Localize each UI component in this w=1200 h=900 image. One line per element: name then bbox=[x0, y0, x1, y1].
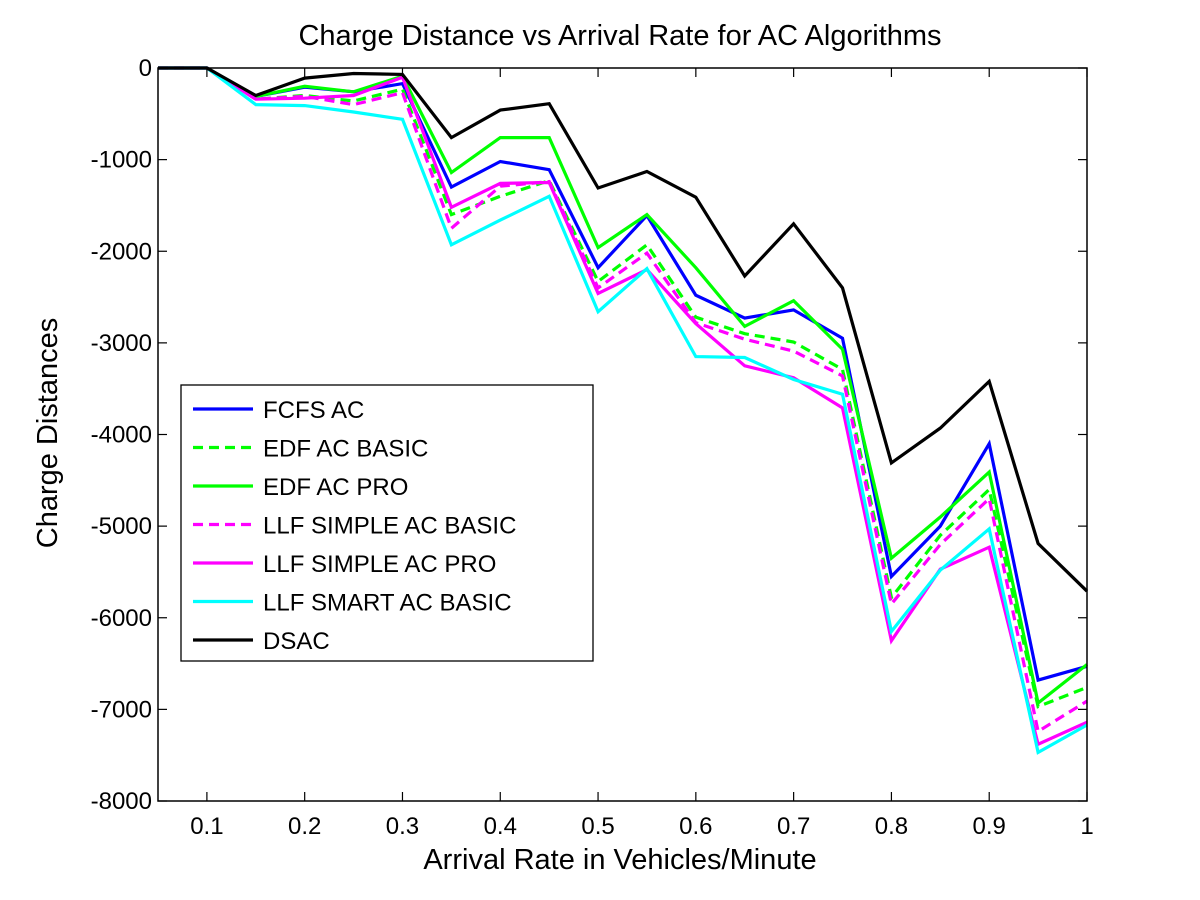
x-tick-label: 0.1 bbox=[190, 813, 223, 840]
plot-area: 0.1 0.2 0.3 0.4 0.5 0.6 0.7 0.8 0.9 1 0 -1000 -2000 -… bbox=[91, 55, 1094, 840]
y-tick-label: -4000 bbox=[91, 422, 152, 449]
x-tick-label: 0.6 bbox=[679, 813, 712, 840]
legend: FCFS AC EDF AC BASIC EDF AC PRO LLF SIMPLE … bbox=[180, 384, 594, 662]
x-tick-label: 0.8 bbox=[875, 813, 908, 840]
legend-label-1: EDF AC BASIC bbox=[263, 436, 428, 463]
y-tick-label: -8000 bbox=[91, 788, 152, 815]
x-tick-label: 1 bbox=[1080, 813, 1093, 840]
y-axis-label: Charge Distances bbox=[32, 318, 64, 549]
legend-label-5: LLF SMART AC BASIC bbox=[263, 590, 512, 617]
x-axis-label: Arrival Rate in Vehicles/Minute bbox=[423, 844, 816, 876]
y-tick-label: -3000 bbox=[91, 330, 152, 357]
y-tick-label: -1000 bbox=[91, 147, 152, 174]
series-line-2 bbox=[158, 66, 1088, 706]
series-line-5 bbox=[158, 66, 1088, 755]
x-tick-label: 0.5 bbox=[581, 813, 614, 840]
legend-label-3: LLF SIMPLE AC BASIC bbox=[263, 513, 516, 540]
legend-label-2: EDF AC PRO bbox=[263, 474, 408, 501]
legend-label-0: FCFS AC bbox=[263, 397, 364, 424]
x-tick-label: 0.7 bbox=[777, 813, 810, 840]
legend-label-6: DSAC bbox=[263, 628, 330, 655]
legend-label-4: LLF SIMPLE AC PRO bbox=[263, 551, 496, 578]
x-tick-label: 0.3 bbox=[386, 813, 419, 840]
y-tick-label: -5000 bbox=[91, 513, 152, 540]
y-tick-label: -6000 bbox=[91, 605, 152, 632]
chart-title: Charge Distance vs Arrival Rate for AC A… bbox=[298, 20, 941, 52]
x-tick-label: 0.9 bbox=[973, 813, 1006, 840]
x-tick-label: 0.4 bbox=[484, 813, 517, 840]
y-tick-label: -7000 bbox=[91, 696, 152, 723]
x-tick-label: 0.2 bbox=[288, 813, 321, 840]
y-tick-label: -2000 bbox=[91, 238, 152, 265]
y-tick-label: 0 bbox=[139, 55, 152, 82]
series-line-6 bbox=[158, 66, 1089, 593]
